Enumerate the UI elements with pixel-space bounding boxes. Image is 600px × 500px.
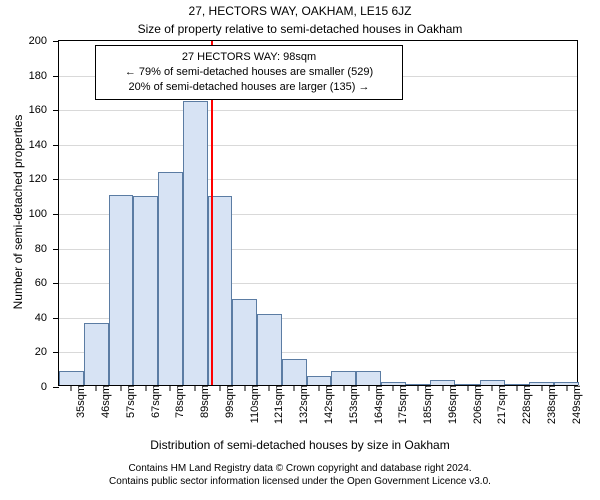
x-tick-label: 67sqm [142,385,162,418]
histogram-bar [59,371,84,385]
y-tick-label: 60 [35,277,59,289]
footer-attribution: Contains HM Land Registry data © Crown c… [0,462,600,488]
histogram-bar [307,376,332,385]
x-tick-label: 99sqm [216,385,236,418]
y-tick-label: 40 [35,312,59,324]
histogram-bar [331,371,356,385]
histogram-bar [158,172,183,385]
chart-subtitle: Size of property relative to semi-detach… [0,22,600,36]
callout-box: 27 HECTORS WAY: 98sqm← 79% of semi-detac… [95,45,403,100]
chart-title: 27, HECTORS WAY, OAKHAM, LE15 6JZ [0,4,600,18]
histogram-bar [232,299,257,386]
y-tick-label: 80 [35,243,59,255]
histogram-bar [109,195,134,385]
histogram-bar [257,314,282,385]
x-tick-label: 153sqm [340,385,360,424]
y-axis-label: Number of semi-detached properties [11,102,25,322]
y-tick-label: 200 [29,35,59,47]
callout-line: 27 HECTORS WAY: 98sqm [104,50,394,65]
footer-line-1: Contains HM Land Registry data © Crown c… [0,462,600,475]
x-tick-label: 175sqm [389,385,409,424]
y-tick-label: 120 [29,173,59,185]
x-tick-label: 228sqm [513,385,533,424]
x-tick-label: 121sqm [265,385,285,424]
gridline [59,110,577,111]
x-axis-label: Distribution of semi-detached houses by … [0,438,600,452]
y-tick-label: 160 [29,104,59,116]
x-tick-label: 142sqm [315,385,335,424]
chart-container: 27, HECTORS WAY, OAKHAM, LE15 6JZ Size o… [0,0,600,500]
x-tick-label: 185sqm [414,385,434,424]
x-tick-label: 206sqm [464,385,484,424]
x-tick-label: 249sqm [563,385,583,424]
y-tick-label: 0 [41,381,59,393]
x-tick-label: 132sqm [290,385,310,424]
y-tick-label: 20 [35,346,59,358]
footer-line-2: Contains public sector information licen… [0,475,600,488]
x-tick-label: 57sqm [117,385,137,418]
x-tick-label: 78sqm [166,385,186,418]
x-tick-label: 164sqm [365,385,385,424]
x-tick-label: 217sqm [488,385,508,424]
x-tick-label: 46sqm [92,385,112,418]
histogram-bar [282,359,307,385]
callout-line: ← 79% of semi-detached houses are smalle… [104,65,394,80]
callout-line: 20% of semi-detached houses are larger (… [104,80,394,95]
x-tick-label: 110sqm [241,385,261,423]
histogram-bar [183,101,208,385]
x-tick-label: 196sqm [439,385,459,424]
histogram-bar [133,196,158,385]
y-tick-label: 180 [29,70,59,82]
y-tick-label: 140 [29,139,59,151]
x-tick-label: 89sqm [191,385,211,418]
gridline [59,145,577,146]
x-tick-label: 35sqm [67,385,87,418]
y-tick-label: 100 [29,208,59,220]
histogram-bar [84,323,109,385]
gridline [59,179,577,180]
histogram-bar [356,371,381,385]
x-tick-label: 238sqm [538,385,558,424]
